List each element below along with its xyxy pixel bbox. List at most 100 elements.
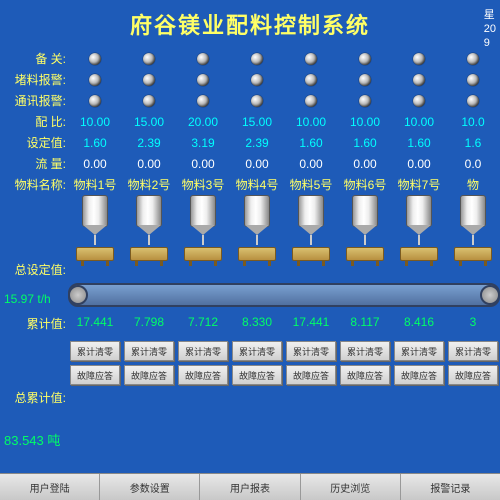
tank-icon: [190, 195, 216, 233]
label-set: 设定值:: [0, 134, 68, 151]
matname-2: 物料3号: [176, 176, 230, 193]
fault-ack-btn-3[interactable]: 故障应答: [232, 365, 282, 385]
tank-icon: [136, 195, 162, 233]
reset-accum-btn-2[interactable]: 累计清零: [178, 341, 228, 361]
fault-ack-btn-6[interactable]: 故障应答: [394, 365, 444, 385]
comm-led-0[interactable]: [68, 95, 122, 107]
bottom-toolbar: 用户登陆参数设置用户报表历史浏览报警记录: [0, 473, 500, 500]
toolbar-btn-1[interactable]: 参数设置: [100, 474, 200, 500]
led-icon: [143, 95, 155, 107]
led-icon: [305, 95, 317, 107]
comm-led-6[interactable]: [392, 95, 446, 107]
top-right-clock: 星 20 9: [484, 8, 496, 50]
comm-led-4[interactable]: [284, 95, 338, 107]
fault-ack-btn-2[interactable]: 故障应答: [178, 365, 228, 385]
scale-icon: [184, 247, 222, 261]
tank-icon: [298, 195, 324, 233]
ratio-0: 10.00: [68, 115, 122, 129]
spare-led-0[interactable]: [68, 53, 122, 65]
comm-led-5[interactable]: [338, 95, 392, 107]
comm-led-2[interactable]: [176, 95, 230, 107]
accum-4: 17.441: [284, 315, 338, 329]
fault-ack-btn-1[interactable]: 故障应答: [124, 365, 174, 385]
flow-1: 0.00: [122, 157, 176, 171]
matname-4: 物料5号: [284, 176, 338, 193]
reset-accum-btn-1[interactable]: 累计清零: [124, 341, 174, 361]
clock-l2: 20: [484, 22, 496, 36]
tank-icon: [406, 195, 432, 233]
matname-6: 物料7号: [392, 176, 446, 193]
label-comm: 通讯报警:: [0, 92, 68, 109]
set-3: 2.39: [230, 136, 284, 150]
flow-6: 0.00: [392, 157, 446, 171]
fault-ack-btn-4[interactable]: 故障应答: [286, 365, 336, 385]
ratio-3: 15.00: [230, 115, 284, 129]
label-jam: 堵料报警:: [0, 71, 68, 88]
spare-led-2[interactable]: [176, 53, 230, 65]
led-icon: [251, 74, 263, 86]
led-icon: [89, 53, 101, 65]
scale-icon: [400, 247, 438, 261]
flow-7: 0.0: [446, 157, 500, 171]
led-icon: [359, 74, 371, 86]
matname-5: 物料6号: [338, 176, 392, 193]
accum-3: 8.330: [230, 315, 284, 329]
spare-led-3[interactable]: [230, 53, 284, 65]
clock-l1: 星: [484, 8, 496, 22]
flow-2: 0.00: [176, 157, 230, 171]
reset-accum-btn-5[interactable]: 累计清零: [340, 341, 390, 361]
accum-5: 8.117: [338, 315, 392, 329]
spare-led-7[interactable]: [446, 53, 500, 65]
jam-led-2[interactable]: [176, 74, 230, 86]
total-accum: 83.543 吨: [4, 430, 60, 449]
scale-icon: [454, 247, 492, 261]
reset-accum-btn-7[interactable]: 累计清零: [448, 341, 498, 361]
led-icon: [197, 74, 209, 86]
fault-ack-btn-7[interactable]: 故障应答: [448, 365, 498, 385]
jam-led-6[interactable]: [392, 74, 446, 86]
label-flow: 流 量:: [0, 155, 68, 172]
conveyor-belt: [68, 283, 500, 307]
scale-icon: [346, 247, 384, 261]
toolbar-btn-3[interactable]: 历史浏览: [301, 474, 401, 500]
ratio-6: 10.00: [392, 115, 446, 129]
flow-rate: 15.97 t/h: [4, 292, 51, 306]
silo-6: [392, 195, 446, 261]
led-icon: [143, 74, 155, 86]
toolbar-btn-0[interactable]: 用户登陆: [0, 474, 100, 500]
accum-6: 8.416: [392, 315, 446, 329]
ratio-7: 10.0: [446, 115, 500, 129]
toolbar-btn-4[interactable]: 报警记录: [401, 474, 500, 500]
spare-led-6[interactable]: [392, 53, 446, 65]
set-0: 1.60: [68, 136, 122, 150]
comm-led-1[interactable]: [122, 95, 176, 107]
page-title: 府谷镁业配料控制系统: [0, 0, 500, 44]
set-2: 3.19: [176, 136, 230, 150]
comm-led-3[interactable]: [230, 95, 284, 107]
reset-accum-btn-0[interactable]: 累计清零: [70, 341, 120, 361]
jam-led-7[interactable]: [446, 74, 500, 86]
led-icon: [413, 53, 425, 65]
ratio-1: 15.00: [122, 115, 176, 129]
fault-ack-btn-0[interactable]: 故障应答: [70, 365, 120, 385]
toolbar-btn-2[interactable]: 用户报表: [200, 474, 300, 500]
flow-3: 0.00: [230, 157, 284, 171]
spare-led-5[interactable]: [338, 53, 392, 65]
reset-accum-btn-6[interactable]: 累计清零: [394, 341, 444, 361]
fault-ack-btn-5[interactable]: 故障应答: [340, 365, 390, 385]
jam-led-1[interactable]: [122, 74, 176, 86]
reset-accum-btn-3[interactable]: 累计清零: [232, 341, 282, 361]
jam-led-0[interactable]: [68, 74, 122, 86]
matname-3: 物料4号: [230, 176, 284, 193]
jam-led-4[interactable]: [284, 74, 338, 86]
jam-led-5[interactable]: [338, 74, 392, 86]
spare-led-4[interactable]: [284, 53, 338, 65]
spare-led-1[interactable]: [122, 53, 176, 65]
reset-accum-btn-4[interactable]: 累计清零: [286, 341, 336, 361]
comm-led-7[interactable]: [446, 95, 500, 107]
label-totalaccum: 总累计值:: [0, 389, 68, 406]
matname-0: 物料1号: [68, 176, 122, 193]
led-icon: [305, 74, 317, 86]
label-accum: 累计值:: [0, 315, 68, 332]
jam-led-3[interactable]: [230, 74, 284, 86]
